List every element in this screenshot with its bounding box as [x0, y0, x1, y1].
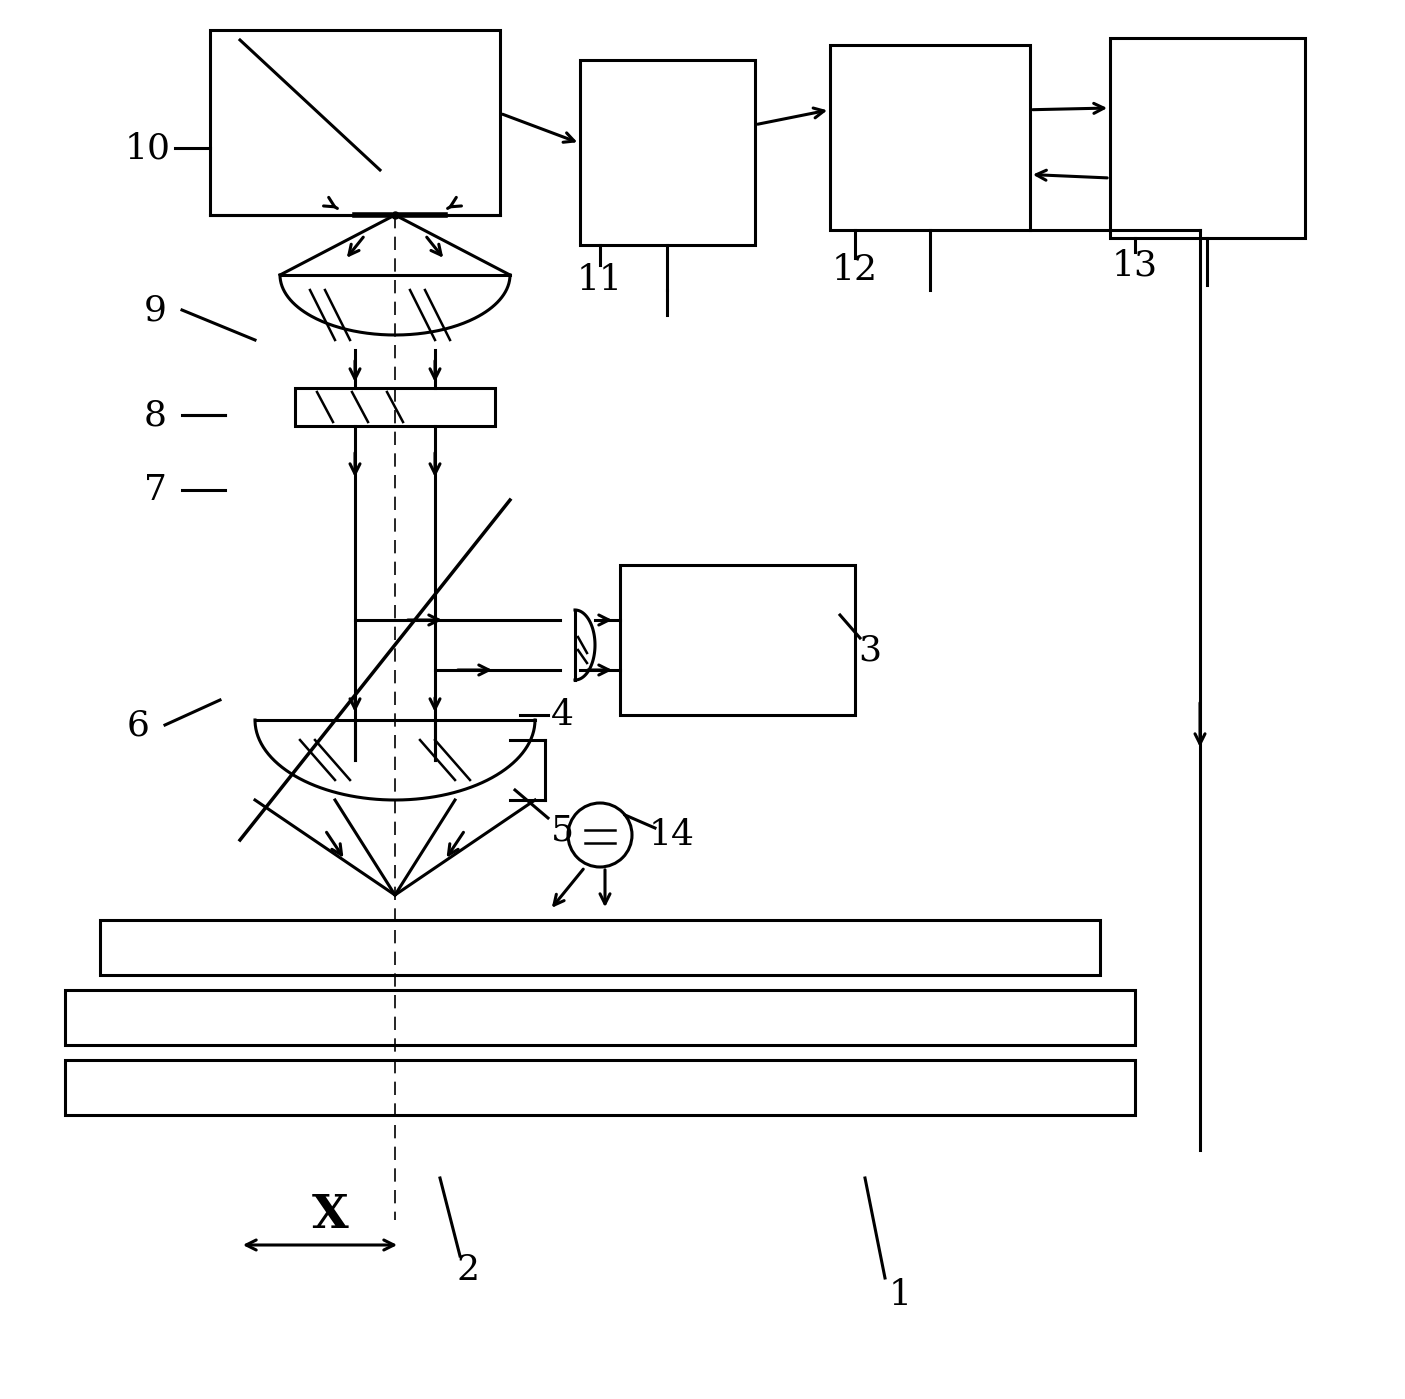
- Bar: [580, 60, 754, 245]
- Text: 8: 8: [143, 397, 167, 432]
- Text: 13: 13: [1111, 248, 1158, 283]
- Text: 7: 7: [143, 473, 166, 506]
- Bar: [830, 45, 1030, 229]
- Text: 3: 3: [858, 632, 881, 667]
- Text: 9: 9: [143, 292, 166, 327]
- Bar: [65, 1060, 1135, 1115]
- Bar: [209, 29, 500, 215]
- Text: 5: 5: [551, 813, 573, 846]
- Text: 14: 14: [649, 818, 695, 852]
- Text: 11: 11: [577, 263, 622, 297]
- Text: 4: 4: [551, 698, 573, 732]
- Bar: [620, 565, 856, 715]
- Text: 12: 12: [832, 253, 878, 287]
- Circle shape: [568, 803, 632, 867]
- Text: 1: 1: [888, 1279, 912, 1312]
- Bar: [65, 990, 1135, 1045]
- Bar: [1110, 38, 1305, 238]
- Text: 10: 10: [125, 132, 171, 165]
- Bar: [100, 921, 1100, 975]
- Bar: [295, 388, 495, 427]
- Text: 6: 6: [126, 708, 149, 741]
- Text: X: X: [312, 1192, 348, 1238]
- Text: 2: 2: [457, 1254, 479, 1287]
